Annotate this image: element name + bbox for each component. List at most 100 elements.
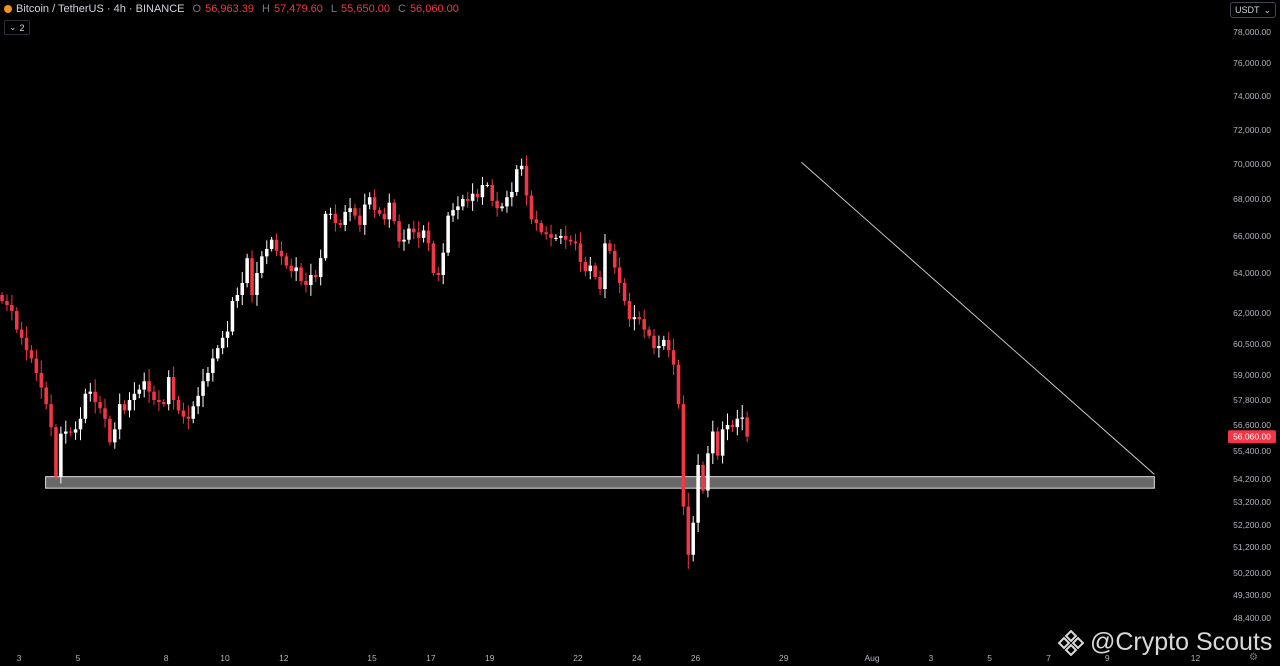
symbol-title[interactable]: Bitcoin / TetherUS · 4h · BINANCE bbox=[16, 3, 185, 15]
candle bbox=[696, 454, 700, 533]
y-tick-label: 54,200.00 bbox=[1233, 474, 1271, 484]
symbol-header[interactable]: Bitcoin / TetherUS · 4h · BINANCE O 56,96… bbox=[4, 3, 459, 15]
candle-body bbox=[235, 295, 240, 301]
candle bbox=[264, 240, 269, 265]
x-tick-label: 26 bbox=[691, 653, 701, 663]
candle-body bbox=[269, 239, 274, 249]
candle bbox=[436, 266, 441, 281]
candle bbox=[563, 225, 568, 249]
candle bbox=[147, 368, 151, 403]
y-tick-label: 70,000.00 bbox=[1233, 159, 1271, 169]
chevron-down-icon: ⌄ bbox=[9, 22, 17, 32]
candle-body bbox=[0, 295, 4, 301]
candle-body bbox=[137, 389, 142, 394]
candle-body bbox=[657, 346, 661, 349]
candle bbox=[314, 269, 318, 283]
candle-body bbox=[446, 215, 450, 253]
candle-body bbox=[299, 267, 303, 281]
candle-body bbox=[353, 208, 357, 216]
candle bbox=[539, 220, 544, 235]
x-tick-label: 5 bbox=[987, 653, 992, 663]
candle-body bbox=[98, 402, 102, 409]
candle-body bbox=[289, 265, 294, 272]
candle-body bbox=[309, 275, 313, 285]
x-tick-label: 9 bbox=[1105, 653, 1110, 663]
candle-body bbox=[588, 265, 593, 272]
candle bbox=[211, 348, 215, 382]
time-axis[interactable]: 3 5 8 10 12 15 17 19 22 24 26 29 Aug 3 5 7 9 12 bbox=[17, 653, 1201, 663]
candle-body bbox=[142, 381, 146, 390]
candle bbox=[137, 384, 142, 399]
settings-gear-icon[interactable]: ⚙ bbox=[1249, 652, 1258, 663]
y-tick-label: 51,200.00 bbox=[1233, 542, 1271, 552]
candle-body bbox=[314, 275, 318, 277]
candle-body bbox=[206, 372, 210, 382]
indicators-toggle-button[interactable]: ⌄ 2 bbox=[4, 20, 30, 35]
y-tick-label: 59,000.00 bbox=[1233, 370, 1271, 380]
candle-body bbox=[686, 506, 691, 555]
candle-body bbox=[387, 202, 392, 220]
candle-body bbox=[412, 228, 416, 233]
price-axis[interactable]: 78,000.00 76,000.00 74,000.00 72,000.00 70,0… bbox=[1233, 27, 1271, 623]
candle bbox=[284, 252, 289, 269]
candle-body bbox=[24, 337, 29, 351]
candle bbox=[461, 194, 465, 211]
candle bbox=[64, 420, 68, 444]
trendline[interactable] bbox=[801, 161, 1155, 475]
candle-body bbox=[103, 408, 107, 419]
candle-body bbox=[529, 195, 534, 220]
candle bbox=[19, 321, 24, 345]
candle bbox=[613, 243, 617, 274]
y-tick-label: 56,600.00 bbox=[1233, 420, 1271, 430]
support-zone[interactable] bbox=[45, 476, 1155, 489]
candle-body bbox=[338, 223, 343, 225]
candle-body bbox=[485, 185, 490, 186]
candle bbox=[93, 379, 97, 414]
candle bbox=[299, 263, 303, 286]
currency-value: USDT bbox=[1235, 5, 1260, 15]
candle bbox=[279, 241, 284, 265]
candle-body bbox=[534, 219, 539, 224]
candle bbox=[250, 250, 254, 303]
binance-logo-icon bbox=[1058, 629, 1084, 656]
candle-body bbox=[333, 213, 338, 224]
candle-body bbox=[73, 429, 78, 433]
candle-body bbox=[5, 301, 9, 305]
x-tick-label: 17 bbox=[426, 653, 436, 663]
candle bbox=[304, 272, 308, 293]
candle-body bbox=[539, 223, 544, 233]
candle-body bbox=[720, 429, 725, 456]
candle-body bbox=[701, 465, 705, 491]
candle-body bbox=[83, 393, 88, 419]
watermark: @Crypto Scouts bbox=[1058, 628, 1272, 657]
candle-body bbox=[426, 230, 431, 244]
candle bbox=[725, 413, 730, 441]
candle bbox=[117, 393, 122, 440]
candle-body bbox=[559, 236, 563, 238]
candle-body bbox=[647, 329, 651, 336]
candle bbox=[544, 226, 548, 240]
candle bbox=[402, 229, 406, 251]
candle bbox=[431, 240, 436, 276]
x-tick-label: 22 bbox=[573, 653, 583, 663]
candle bbox=[652, 328, 656, 355]
candle-body bbox=[603, 243, 607, 289]
candle-body bbox=[166, 377, 171, 405]
candle-body bbox=[421, 230, 426, 238]
candle-body bbox=[652, 335, 656, 349]
candle-body bbox=[407, 228, 411, 240]
currency-select[interactable]: USDT ⌄ bbox=[1230, 2, 1276, 18]
candle-body bbox=[598, 277, 602, 289]
last-price-tag: 56,060.00 bbox=[1228, 430, 1276, 444]
candle bbox=[225, 321, 230, 348]
candle bbox=[671, 338, 676, 375]
candle-body bbox=[397, 221, 401, 242]
x-tick-label: 19 bbox=[485, 653, 495, 663]
candle bbox=[519, 158, 524, 176]
candle bbox=[485, 182, 490, 188]
candle-body bbox=[627, 301, 632, 320]
candle-body bbox=[441, 252, 445, 275]
candle bbox=[397, 214, 401, 248]
candle-body bbox=[451, 210, 455, 216]
